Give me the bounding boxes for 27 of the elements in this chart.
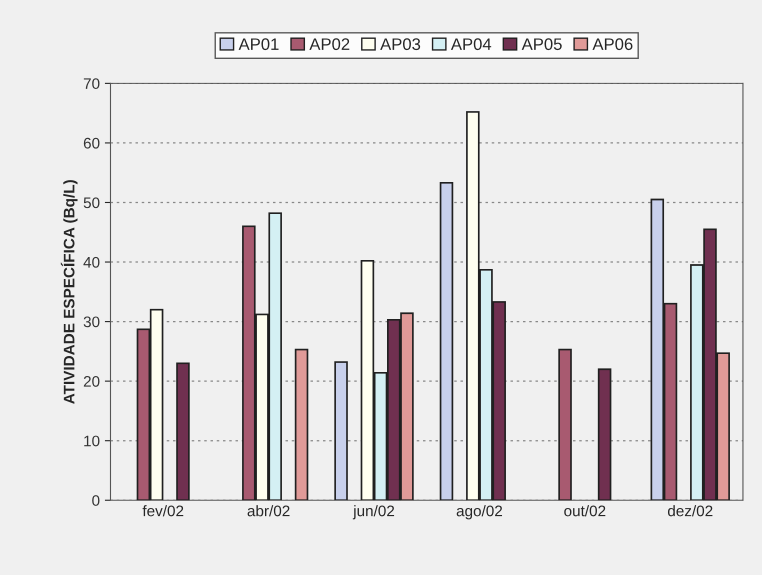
- x-tick-label: fev/02: [142, 505, 184, 516]
- bar: [334, 361, 348, 500]
- x-tick-label: jun/02: [352, 505, 394, 520]
- legend-label: AP04: [450, 38, 492, 50]
- legend-label: AP02: [309, 38, 350, 50]
- bar: [598, 368, 612, 500]
- y-tick-label: 20: [84, 376, 100, 387]
- y-tick-label: 40: [83, 256, 100, 268]
- bar: [440, 182, 454, 500]
- legend-label: AP05: [522, 38, 562, 50]
- y-tick-label: 50: [84, 197, 100, 208]
- legend-label: AP01: [238, 38, 279, 50]
- legend-label: AP03: [380, 38, 420, 50]
- x-tick-label: out/02: [564, 505, 606, 516]
- y-tick-label: 0: [92, 495, 100, 506]
- bar: [294, 348, 308, 500]
- x-tick-label: dez/02: [668, 505, 712, 516]
- bar: [558, 348, 572, 500]
- y-tick-label: 10: [84, 436, 100, 446]
- x-tick-label: abr/02: [248, 505, 290, 516]
- bar: [176, 362, 190, 500]
- y-tick-label: 60: [84, 138, 100, 149]
- legend-label: AP06: [592, 38, 632, 50]
- y-tick-label: 70: [84, 78, 100, 90]
- y-tick-label: 30: [84, 316, 100, 328]
- y-axis-title: ATIVIDADE ESPECÍFICA (Bq/L): [60, 180, 78, 404]
- x-tick-label: ago/02: [456, 505, 502, 520]
